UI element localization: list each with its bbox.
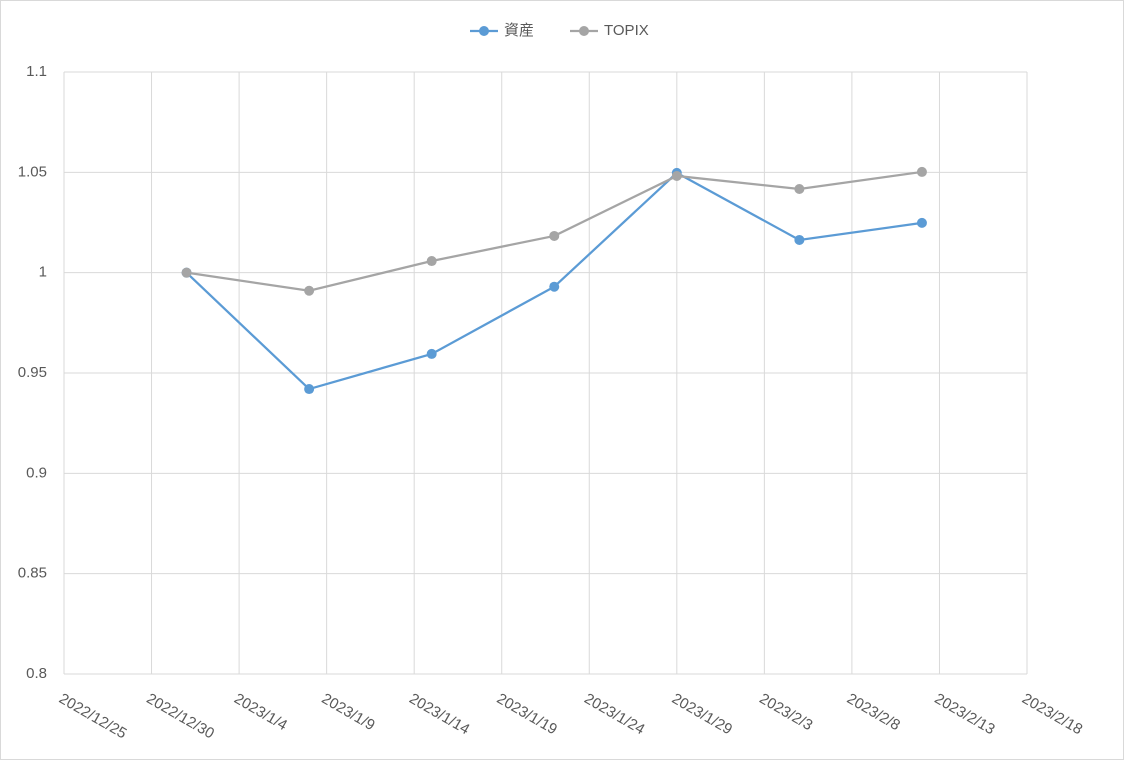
y-tick-label: 1.05 xyxy=(18,163,47,180)
data-point xyxy=(304,384,315,395)
legend-label: TOPIX xyxy=(604,22,649,39)
y-tick-label: 1 xyxy=(39,264,47,281)
data-point xyxy=(426,348,437,359)
data-point xyxy=(426,256,437,267)
data-point xyxy=(549,230,560,241)
y-tick-label: 0.85 xyxy=(18,565,47,582)
data-point xyxy=(549,281,560,292)
y-tick-label: 0.9 xyxy=(26,464,47,481)
data-point xyxy=(916,217,927,228)
y-tick-label: 0.8 xyxy=(26,665,47,682)
y-tick-label: 1.1 xyxy=(26,63,47,80)
legend-label: 資産 xyxy=(504,22,534,39)
data-point xyxy=(916,166,927,177)
data-point xyxy=(794,234,805,245)
data-point xyxy=(181,267,192,278)
data-point xyxy=(794,183,805,194)
legend-marker xyxy=(579,26,589,36)
data-point xyxy=(671,170,682,181)
data-point xyxy=(304,285,315,296)
y-tick-label: 0.95 xyxy=(18,364,47,381)
legend-marker xyxy=(479,26,489,36)
